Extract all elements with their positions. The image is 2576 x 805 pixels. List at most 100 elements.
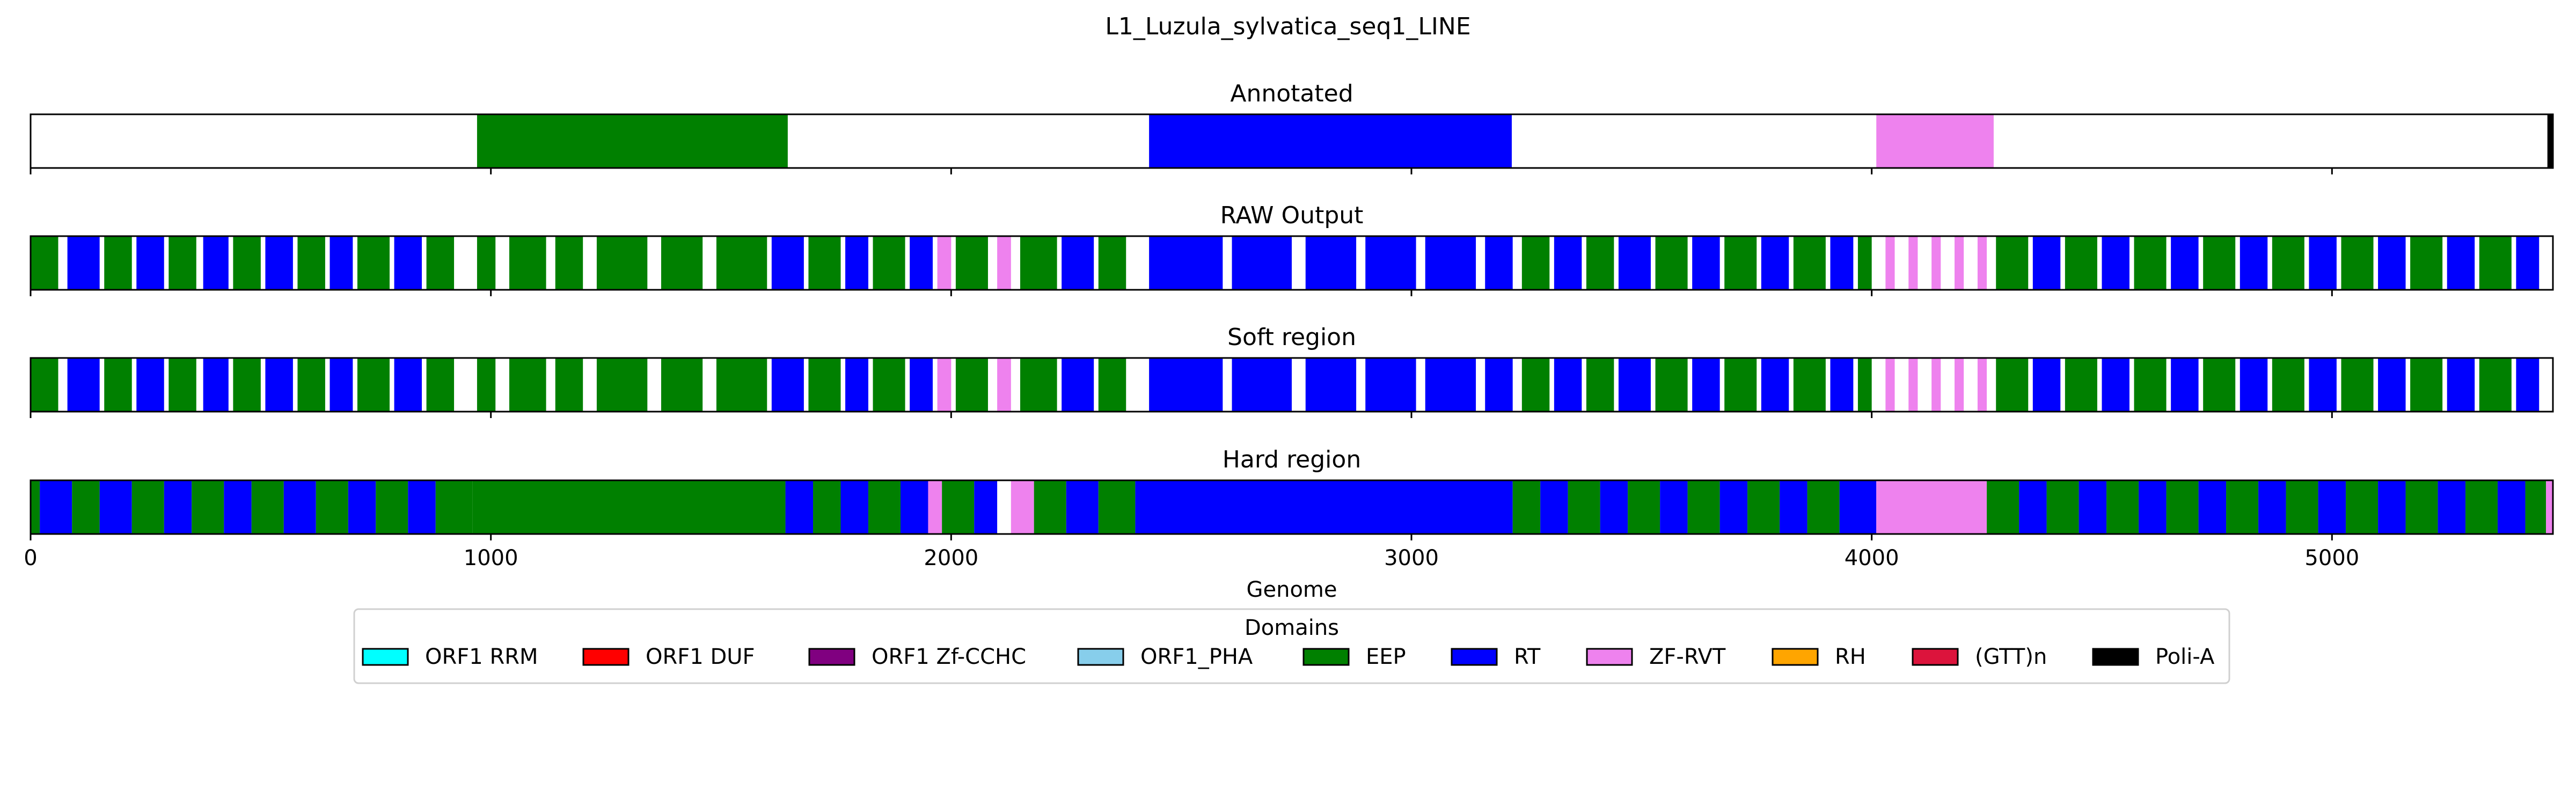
segment-eep [472, 480, 786, 534]
legend-label: ZF-RVT [1649, 645, 1726, 669]
legend-label: ORF1_PHA [1140, 645, 1253, 669]
panel-frame [30, 479, 2554, 535]
segment-eep [2341, 236, 2374, 290]
x-axis: 0 1000 2000 3000 4000 5000 [24, 546, 2359, 570]
segment-eep [31, 236, 58, 290]
segment-eep [2065, 358, 2097, 412]
segment-eep [1793, 358, 1826, 412]
segment-rt [99, 480, 132, 534]
segment-rt [1692, 236, 1720, 290]
segment-rt [67, 236, 100, 290]
segment-eep [1568, 480, 1600, 534]
segment-rt [2171, 236, 2199, 290]
segment-eep [192, 480, 224, 534]
segment-eep [2046, 480, 2079, 534]
tick-label: 2000 [924, 546, 978, 570]
segment-rt [2318, 480, 2346, 534]
segment-rt [2032, 236, 2061, 290]
segment-rt [2378, 236, 2406, 290]
segment-zf-rvt [937, 358, 952, 412]
segment-eep [1807, 480, 1840, 534]
segment-eep [104, 358, 132, 412]
segment-eep [661, 358, 703, 412]
legend-label: ORF1 Zf-CCHC [872, 645, 1026, 669]
segment-eep [2479, 358, 2512, 412]
segment-rt [1761, 358, 1789, 412]
segment-rt [1149, 236, 1223, 290]
legend-swatch [1772, 648, 1819, 666]
segment-rt [974, 480, 998, 534]
legend-entry-rh: RH [1772, 645, 1866, 669]
panel-annotated: Annotated [30, 80, 2554, 174]
segment-rt [1066, 480, 1099, 534]
segment-rt [1692, 358, 1720, 412]
segment-rt [910, 236, 933, 290]
segment-zf-rvt [1955, 358, 1964, 412]
legend-entry-orf1-rrm: ORF1 RRM [362, 645, 538, 669]
segment-eep [316, 480, 348, 534]
legend-label: EEP [1366, 645, 1406, 669]
segment-eep [2341, 358, 2374, 412]
segment-rt [1135, 480, 1513, 534]
legend-swatch [1586, 648, 1633, 666]
segment-rt [394, 358, 422, 412]
panel-frame [30, 113, 2554, 169]
segment-rt [1305, 236, 1357, 290]
segment-rt [2019, 480, 2047, 534]
segment-rt [2258, 480, 2286, 534]
segment-eep [251, 480, 284, 534]
segment-rt [2516, 236, 2540, 290]
segment-eep [72, 480, 100, 534]
segment-eep [1586, 236, 1614, 290]
legend-entry-orf1-pha: ORF1_PHA [1077, 645, 1253, 669]
segment-rt [2171, 358, 2199, 412]
segment-eep [1098, 480, 1136, 534]
segment-rt [1425, 236, 1476, 290]
segment-zf-rvt [1011, 480, 1034, 534]
segment-eep [31, 358, 58, 412]
segment-rt [2438, 480, 2466, 534]
panel-title: RAW Output [1220, 202, 1364, 229]
segment-rt [771, 236, 804, 290]
segment-rt [330, 236, 353, 290]
segment-eep [1512, 480, 1541, 534]
segment-eep [233, 358, 261, 412]
segment-rt [136, 236, 164, 290]
segment-eep [169, 236, 196, 290]
segment-rt [1232, 236, 1292, 290]
segment-eep [1724, 236, 1757, 290]
segment-rt [408, 480, 436, 534]
segment-zf-rvt [1876, 114, 1994, 168]
segment-eep [2410, 358, 2443, 412]
segment-eep [1020, 358, 1057, 412]
segment-rt [2240, 236, 2268, 290]
segment-eep [2134, 358, 2167, 412]
segment-eep [813, 480, 841, 534]
segment-rt [1062, 236, 1094, 290]
segment-rt [1485, 236, 1513, 290]
legend-entry-rt: RT [1451, 645, 1541, 669]
segment-rt [1839, 480, 1877, 534]
segment-eep [955, 358, 988, 412]
segment-rt [2032, 358, 2061, 412]
segment-eep [2065, 236, 2097, 290]
segment-eep [1020, 236, 1057, 290]
segment-rt [136, 358, 164, 412]
legend-swatch [1912, 648, 1959, 666]
segment-zf-rvt [997, 236, 1011, 290]
segment-zf-rvt [1885, 236, 1895, 290]
panel-frame [30, 235, 2554, 291]
segment-zf-rvt [1931, 358, 1941, 412]
segment-eep [1098, 236, 1126, 290]
segment-rt [2240, 358, 2268, 412]
legend-label: RH [1835, 645, 1866, 669]
segment-rt [2378, 480, 2406, 534]
segment-eep [555, 358, 583, 412]
segment-eep [2203, 236, 2236, 290]
segment-eep [1655, 236, 1688, 290]
segment-eep [169, 358, 196, 412]
segment-rt [2378, 358, 2406, 412]
segment-zf-rvt [1908, 236, 1918, 290]
segment-eep [131, 480, 164, 534]
panel-hard-region: Hard region [30, 446, 2554, 540]
